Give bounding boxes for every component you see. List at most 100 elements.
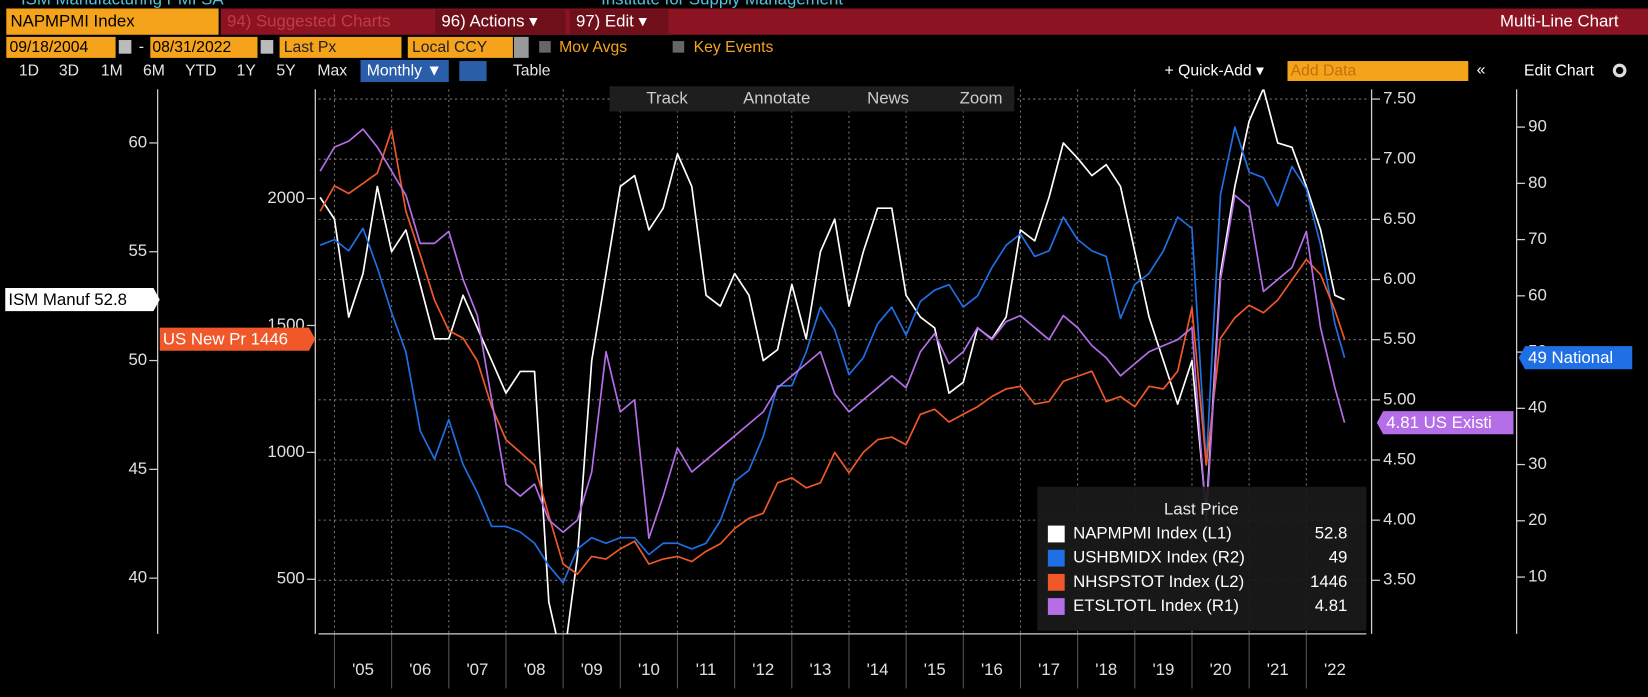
series-line <box>319 128 1346 540</box>
checkbox[interactable] <box>539 41 551 53</box>
start-date[interactable]: 09/18/2004 <box>9 39 88 56</box>
legend-value: 52.8 <box>1315 523 1348 542</box>
period-box[interactable] <box>360 59 449 83</box>
end-date[interactable]: 08/31/2022 <box>152 39 231 56</box>
source: Institute for Supply Management <box>601 0 843 9</box>
edit[interactable]: 97) Edit ▾ <box>576 12 648 31</box>
key-events[interactable]: Key Events <box>694 39 774 56</box>
x-tick-label: '21 <box>1267 660 1289 679</box>
field[interactable]: Last Px <box>284 39 337 56</box>
legend-label: NHSPSTOT Index (L2) <box>1073 572 1244 591</box>
mov-avgs[interactable]: Mov Avgs <box>559 39 627 56</box>
axis-tag <box>1518 346 1633 370</box>
add-data[interactable]: Add Data <box>1291 63 1357 80</box>
y-tick-label: 20 <box>1528 510 1547 529</box>
x-tick-label: '11 <box>696 660 717 679</box>
y-tick-label: 7.00 <box>1383 149 1416 168</box>
range-button[interactable]: 5Y <box>276 63 296 80</box>
actions[interactable]: 96) Actions ▾ <box>441 12 538 31</box>
legend-label: USHBMIDX Index (R2) <box>1073 548 1245 567</box>
legend-value: 49 <box>1329 548 1348 567</box>
axis-tag <box>5 288 160 312</box>
x-tick-label: '14 <box>867 660 889 679</box>
settings-gear[interactable] <box>1612 63 1627 78</box>
x-tick-label: '18 <box>1095 660 1117 679</box>
period[interactable]: Monthly ▼ <box>367 63 442 80</box>
y-tick-label: 4.50 <box>1383 449 1416 468</box>
ticker[interactable]: NAPMPMI Index <box>11 12 136 31</box>
x-tick-label: '15 <box>924 660 946 679</box>
axis-tag-label: 49 National <box>1528 348 1613 367</box>
y-tick-label: 90 <box>1528 117 1547 136</box>
dropdown[interactable] <box>513 36 529 58</box>
currency[interactable]: Local CCY <box>412 39 488 56</box>
x-tick-label: '10 <box>638 660 660 679</box>
ticker-box[interactable] <box>6 8 219 35</box>
series-line <box>319 126 1346 584</box>
suggested-charts[interactable]: 94) Suggested Charts <box>227 12 390 31</box>
y-tick-label: 55 <box>128 241 147 260</box>
title-bar <box>220 8 1648 35</box>
y-tick-label: 70 <box>1528 229 1547 248</box>
chart-kind: Multi-Line Chart <box>1500 12 1619 31</box>
field-box[interactable] <box>279 36 402 58</box>
y-tick-label: 60 <box>128 132 147 151</box>
series-lines <box>319 89 1346 634</box>
range-button[interactable]: Max <box>317 63 347 80</box>
y-tick-label: 40 <box>1528 398 1547 417</box>
range-button[interactable]: 1M <box>101 63 123 80</box>
axis-tag-label: ISM Manuf 52.8 <box>8 290 127 309</box>
start-date-box[interactable] <box>6 36 116 58</box>
security-name: ISM Manufacturing PMI SA <box>21 0 224 9</box>
calendar-icon[interactable] <box>118 40 132 54</box>
edit-chart[interactable]: Edit Chart <box>1524 63 1595 80</box>
y-tick-label: 6.50 <box>1383 209 1416 228</box>
checkbox[interactable] <box>672 41 685 53</box>
range-button[interactable]: 1D <box>19 63 39 80</box>
x-tick-label: '07 <box>466 660 488 679</box>
legend-box <box>1037 486 1367 631</box>
legend-title: Last Price <box>1164 499 1239 518</box>
y-tick-label: 5.00 <box>1383 389 1416 408</box>
add-data-box[interactable] <box>1287 61 1469 82</box>
y-tick-label: 50 <box>128 350 147 369</box>
x-tick-label: '17 <box>1038 660 1060 679</box>
range-button[interactable]: 3D <box>59 63 79 80</box>
legend-swatch <box>1047 573 1065 591</box>
quick-add[interactable]: + Quick-Add ▾ <box>1165 63 1264 80</box>
calendar-icon[interactable] <box>260 40 274 54</box>
chart-tool[interactable]: News <box>867 88 909 107</box>
axis-tag <box>159 327 316 351</box>
chart-icon[interactable] <box>459 61 487 82</box>
y-tick-label: 2000 <box>267 188 304 207</box>
axis-tag <box>1376 411 1514 435</box>
y-tick-label: 1000 <box>267 442 304 461</box>
chart-tool[interactable]: Zoom <box>960 88 1003 107</box>
y-tick-label: 3.50 <box>1383 570 1416 589</box>
series-line <box>319 89 1345 634</box>
edit-button[interactable] <box>569 9 669 34</box>
table[interactable]: Table <box>513 63 551 80</box>
currency-box[interactable] <box>407 36 513 58</box>
range-button[interactable]: 6M <box>143 63 165 80</box>
x-tick-label: '19 <box>1152 660 1174 679</box>
x-tick-label: '22 <box>1324 660 1346 679</box>
range-buttons: 1D 3D 1M 6M YTD 1Y 5Y Max <box>19 63 347 80</box>
x-tick-label: '05 <box>352 660 374 679</box>
y-tick-label: 500 <box>277 569 305 588</box>
y-tick-label: 40 <box>128 568 147 587</box>
range-button[interactable]: 1Y <box>236 63 256 80</box>
collapse[interactable]: « <box>1477 62 1486 79</box>
end-date-box[interactable] <box>150 36 258 58</box>
x-tick-label: '08 <box>524 660 546 679</box>
chart-tool[interactable]: Annotate <box>743 88 810 107</box>
plot: 40455055605001000150020003.504.004.505.0… <box>5 88 1633 689</box>
chart-tools: Track Annotate News Zoom <box>646 88 1002 107</box>
legend-value: 1446 <box>1310 572 1347 591</box>
x-tick-label: '06 <box>409 660 431 679</box>
legend-label: ETSLTOTL Index (R1) <box>1073 596 1239 615</box>
range-button[interactable]: YTD <box>185 63 217 80</box>
actions-button[interactable] <box>435 9 566 34</box>
x-tick-label: '20 <box>1210 660 1232 679</box>
chart-tool[interactable]: Track <box>646 88 688 107</box>
